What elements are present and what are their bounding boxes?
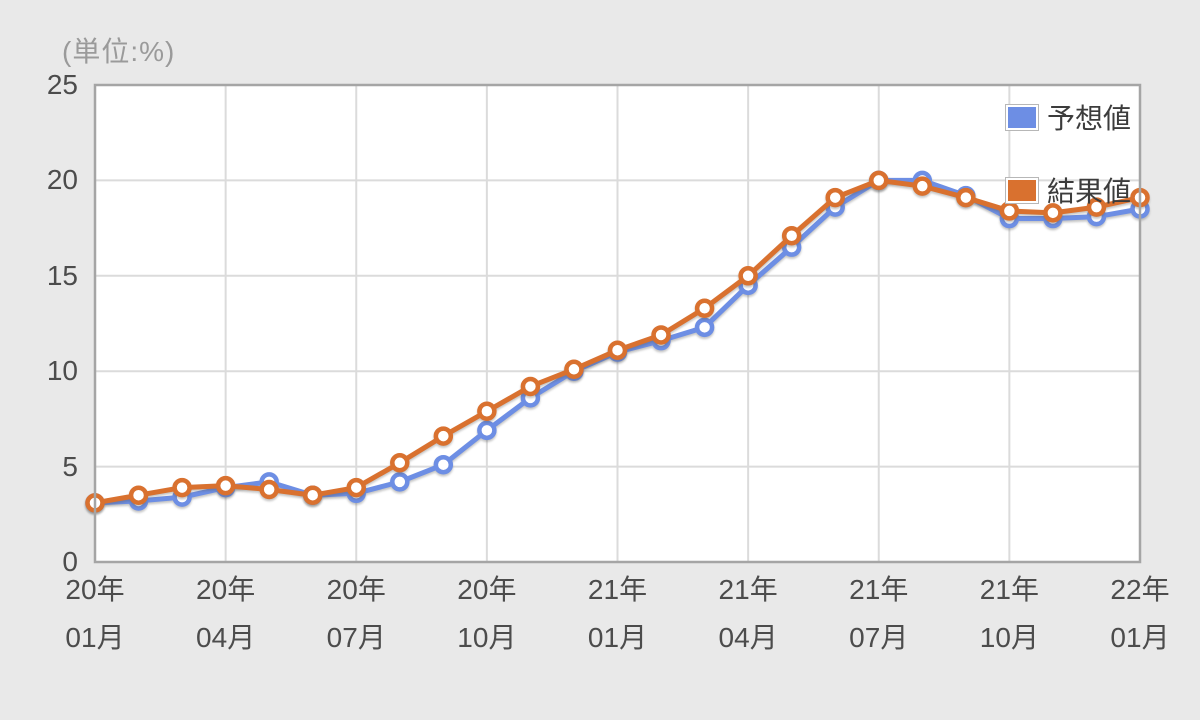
x-tick-label: 21年 01月: [548, 575, 688, 653]
x-tick-label: 21年 07月: [809, 575, 949, 653]
legend-swatch-forecast: [1005, 103, 1039, 131]
x-tick-year: 20年: [196, 574, 256, 605]
legend: 予想値 結果値: [1005, 102, 1131, 207]
y-tick-label: 15: [46, 259, 78, 291]
data-point-marker: [302, 485, 323, 505]
chart-title: (単位:%): [62, 36, 176, 67]
data-point-marker: [999, 201, 1020, 221]
y-tick-label: 0: [62, 546, 78, 577]
y-tick-label: 25: [46, 69, 78, 100]
legend-swatch-result: [1005, 176, 1039, 204]
x-tick-month: 01月: [587, 622, 648, 653]
x-tick-year: 20年: [457, 574, 517, 605]
x-tick-year: 21年: [718, 574, 778, 605]
x-tick-year: 21年: [587, 574, 648, 605]
x-tick-month: 04月: [196, 622, 256, 653]
data-point-marker: [433, 454, 454, 475]
x-tick-label: 20年 10月: [417, 575, 557, 653]
y-tick-label: 10: [46, 355, 78, 387]
plot-border: [93, 83, 1142, 564]
data-point-marker: [912, 176, 933, 196]
x-tick-label: 20年 04月: [156, 575, 296, 653]
gridlines: [95, 85, 1140, 562]
x-tick-month: 07月: [326, 622, 386, 653]
data-point-marker: [1086, 197, 1107, 217]
x-tick-month: 10月: [457, 622, 517, 653]
legend-label-forecast: 予想値: [1047, 103, 1132, 134]
x-tick-month: 01月: [1110, 622, 1170, 653]
x-tick-label: 20年 07月: [286, 575, 426, 653]
data-point-marker: [390, 472, 410, 492]
data-point-marker: [869, 170, 889, 191]
data-point-marker: [781, 225, 802, 246]
data-point-marker: [738, 266, 758, 286]
data-point-marker: [956, 187, 976, 208]
data-point-marker: [694, 298, 715, 318]
data-point-marker: [477, 401, 497, 422]
y-tick-label: 5: [62, 450, 78, 482]
x-tick-label: 21年 10月: [939, 575, 1079, 653]
legend-label-result: 結果値: [1047, 176, 1132, 207]
x-tick-label: 22年 01月: [1070, 575, 1200, 653]
data-point-marker: [433, 426, 454, 446]
legend-item-forecast: 予想値: [1005, 102, 1131, 134]
data-point-marker: [520, 376, 541, 397]
series-result: [85, 170, 1150, 513]
data-point-marker: [346, 477, 366, 498]
x-tick-label: 21年 04月: [678, 575, 818, 653]
data-point-marker: [215, 475, 236, 496]
x-tick-year: 20年: [326, 574, 386, 605]
x-tick-label: 20年 01月: [25, 575, 165, 653]
x-tick-month: 04月: [718, 622, 778, 653]
data-point-marker: [694, 317, 715, 338]
data-point-marker: [259, 479, 279, 500]
data-point-marker: [172, 477, 192, 498]
data-point-marker: [128, 485, 149, 505]
data-point-marker: [825, 187, 845, 208]
x-tick-year: 20年: [65, 574, 125, 605]
data-point-marker: [607, 340, 628, 360]
legend-item-result: 結果値: [1005, 175, 1131, 207]
data-point-marker: [651, 325, 671, 345]
data-point-marker: [390, 453, 410, 473]
x-tick-month: 10月: [979, 622, 1039, 653]
x-tick-year: 22年: [1110, 574, 1170, 605]
x-tick-month: 01月: [65, 622, 125, 653]
x-tick-month: 07月: [849, 622, 909, 653]
y-tick-label: 20: [46, 164, 78, 196]
x-tick-year: 21年: [849, 574, 909, 605]
data-point-marker: [564, 359, 584, 380]
data-point-marker: [1043, 203, 1063, 223]
data-point-marker: [477, 420, 497, 441]
x-tick-year: 21年: [979, 574, 1039, 605]
